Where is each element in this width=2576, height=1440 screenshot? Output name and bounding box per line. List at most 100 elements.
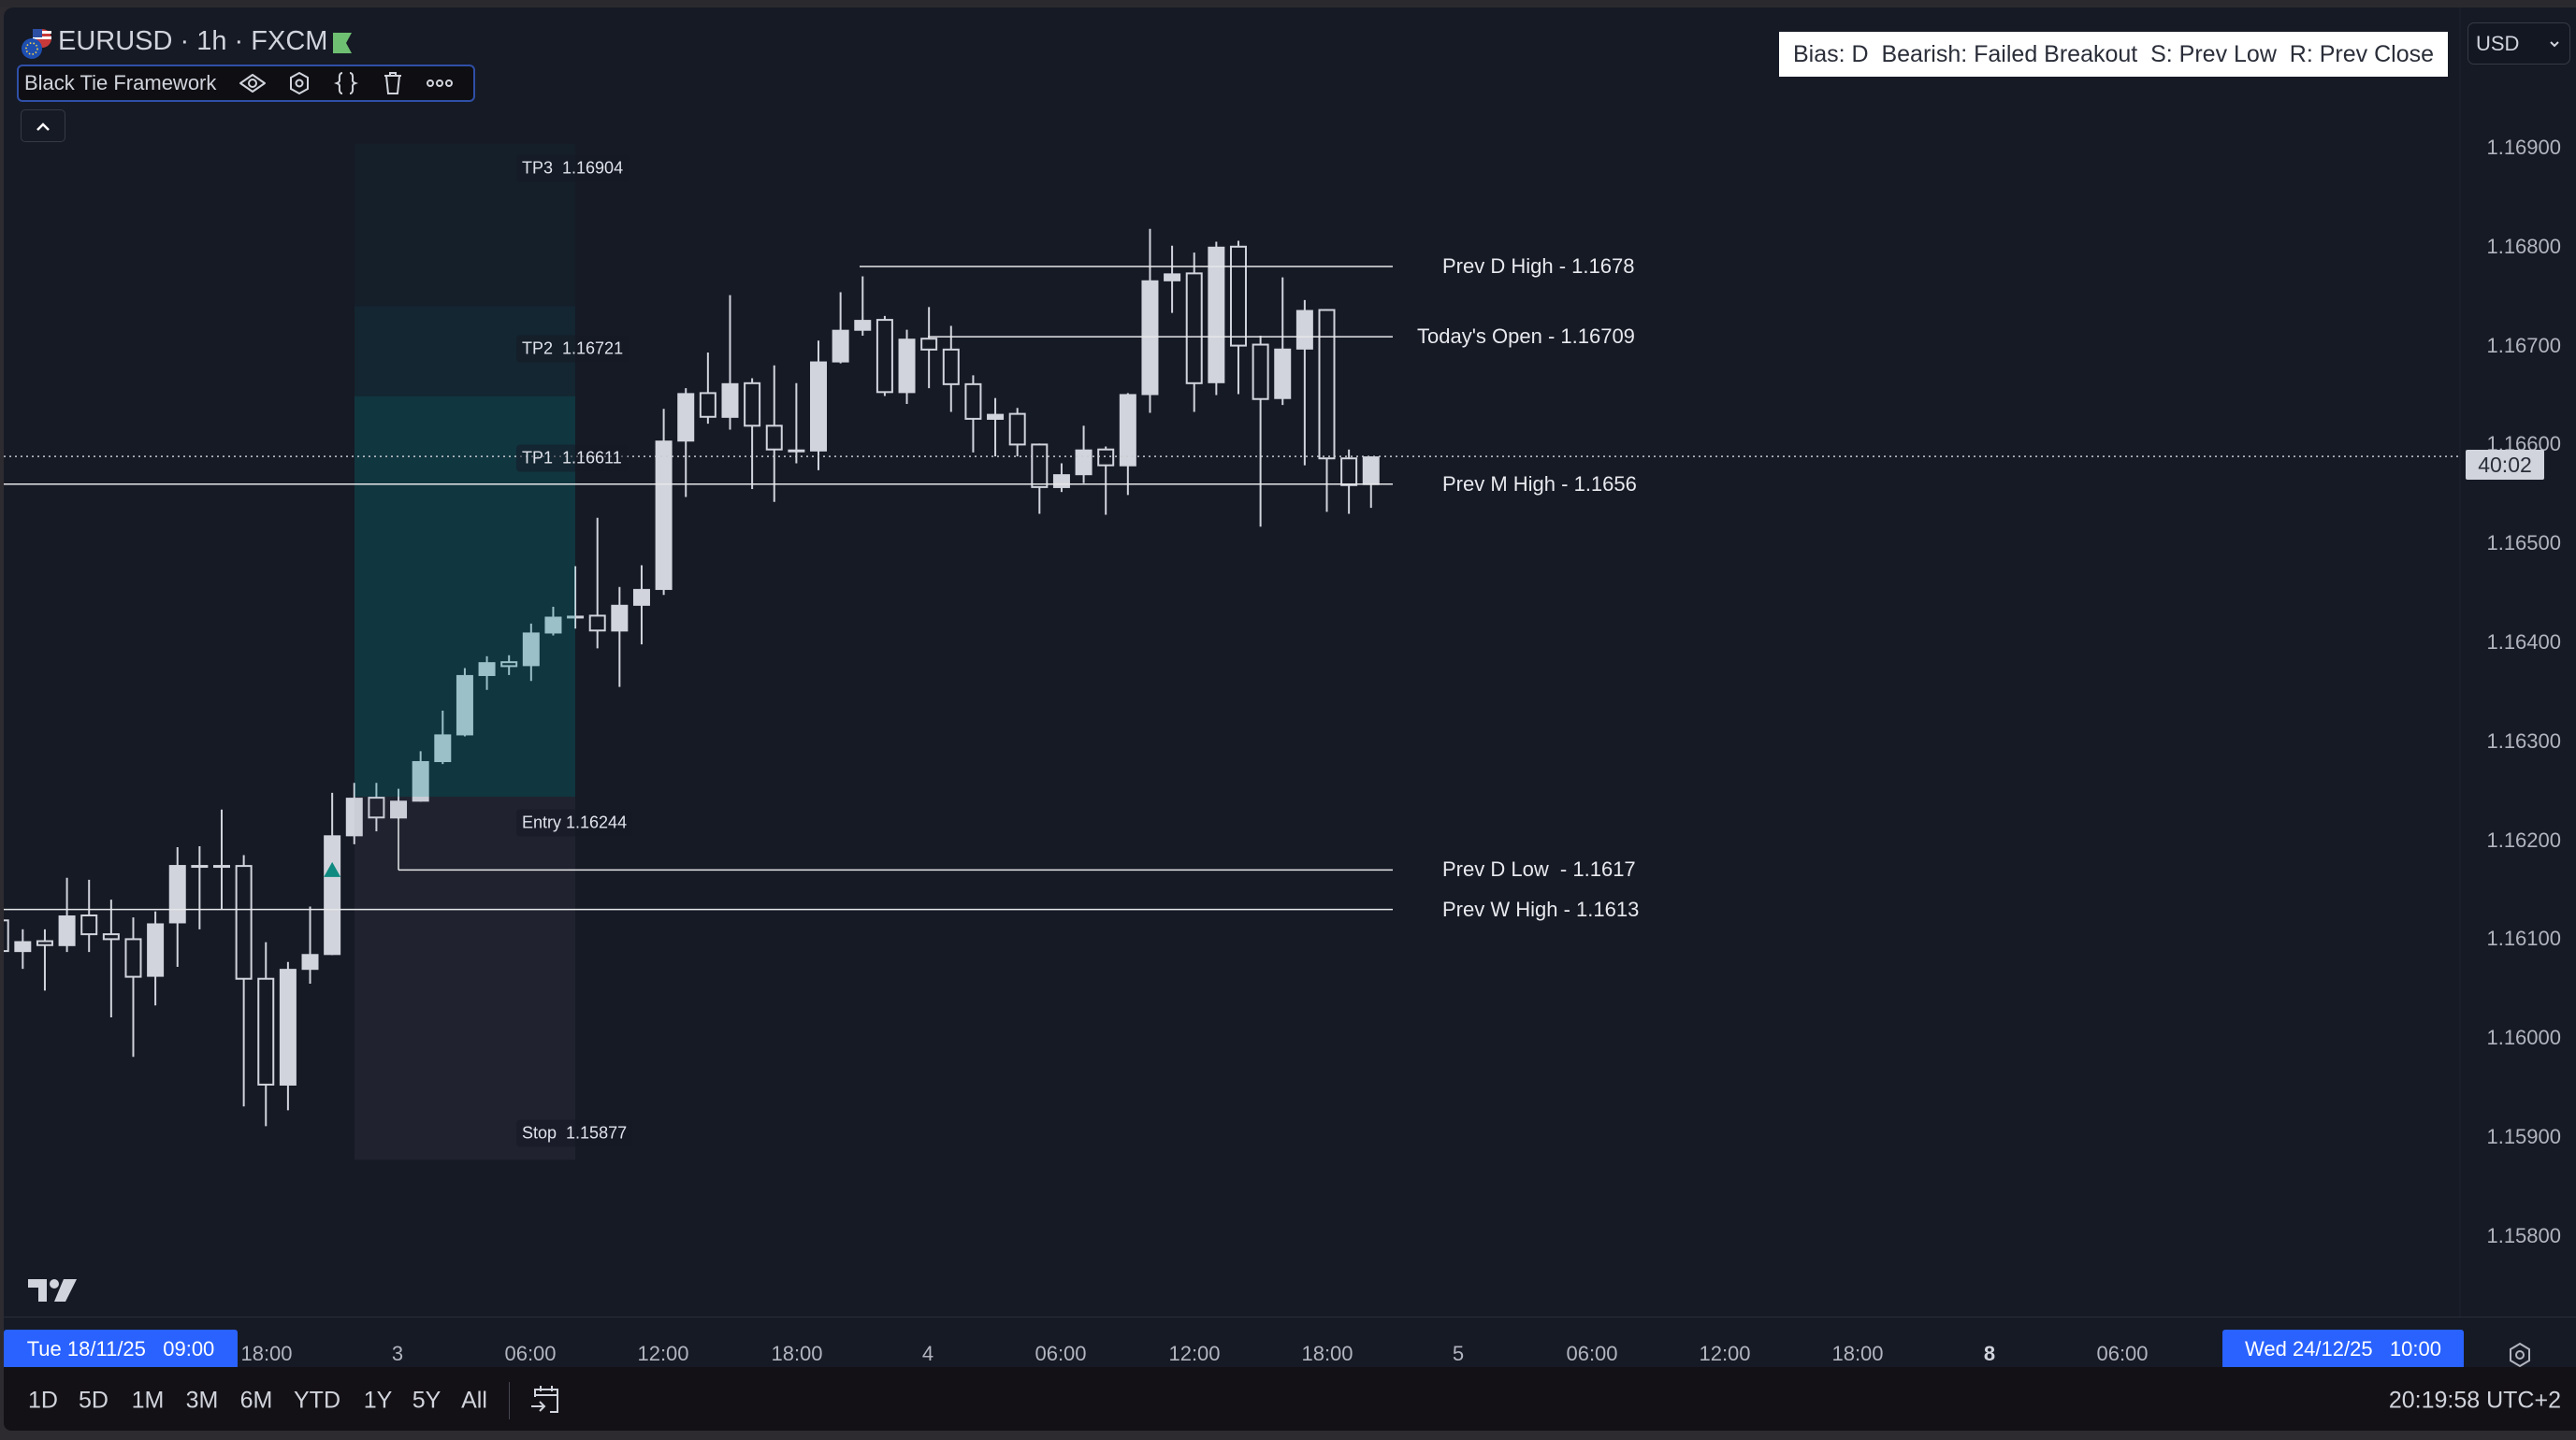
candle-body-bullish	[324, 835, 341, 956]
time-axis[interactable]: Tue 18/11/25 09:00 18:00 3 06:00 12:00 18:00…	[4, 1317, 2576, 1375]
candle-body-bearish	[1008, 412, 1026, 446]
candle-body-bullish	[191, 865, 209, 869]
time-axis-label: 12:00	[1168, 1342, 1221, 1365]
price-axis-label: 1.16500	[2486, 531, 2561, 555]
candle-body-bullish	[832, 329, 849, 363]
candle-body-bullish	[987, 413, 1005, 420]
time-axis-label: 12:00	[637, 1342, 689, 1365]
candle-body-bearish	[1252, 343, 1269, 400]
price-axis-label: 1.16300	[2486, 728, 2561, 753]
tradingview-logo[interactable]	[26, 1275, 79, 1305]
range-button-all[interactable]: All	[461, 1387, 487, 1414]
time-axis-label: 18:00	[771, 1342, 823, 1365]
candle-body-bullish	[1362, 456, 1380, 485]
range-button-1y[interactable]: 1Y	[363, 1387, 393, 1414]
time-axis-label: 12:00	[1699, 1342, 1751, 1365]
indicator-name[interactable]: Black Tie Framework	[24, 71, 217, 94]
bias-info-box: Bias: D Bearish: Failed Breakout S: Prev…	[1779, 32, 2448, 77]
chevron-up-icon	[36, 122, 50, 131]
candle-body-bullish	[721, 382, 739, 418]
candle-body-bearish	[1185, 272, 1203, 384]
position-entry-label: Entry 1.16244	[516, 809, 633, 837]
candle-body-bearish	[235, 865, 253, 980]
time-axis-label: 4	[921, 1342, 934, 1365]
bottom-toolbar: 1D 5D 1M 3M 6M YTD 1Y 5Y All 20:19:58 UT…	[4, 1367, 2576, 1431]
time-axis-label: 06:00	[2096, 1342, 2149, 1365]
time-axis-label: 5	[1452, 1342, 1465, 1365]
settings-icon[interactable]	[2507, 1342, 2533, 1368]
position-tp1-label: TP1 1.16611	[516, 444, 628, 472]
collapse-legend-button[interactable]	[21, 109, 65, 142]
range-button-5y[interactable]: 5Y	[412, 1387, 441, 1414]
candle-body-bullish	[1075, 449, 1093, 476]
price-chart[interactable]	[4, 7, 2576, 1317]
indicator-legend[interactable]: Black Tie Framework	[17, 65, 475, 102]
candle-body-bullish	[478, 662, 496, 676]
price-axis-label: 1.16000	[2486, 1026, 2561, 1050]
price-axis-label: 1.15900	[2486, 1125, 2561, 1148]
candle-body-bullish	[1052, 474, 1070, 488]
position-stop-label: Stop 1.15877	[516, 1119, 633, 1147]
candle-body-bearish	[36, 940, 53, 946]
settings-icon[interactable]	[276, 66, 323, 100]
candle-body-bullish	[456, 674, 473, 736]
candle-body-bullish	[522, 632, 540, 667]
time-axis-label: 18:00	[240, 1342, 293, 1365]
symbol-title[interactable]: EURUSD · 1h · FXCM	[58, 26, 328, 56]
time-axis-label: 06:00	[504, 1342, 557, 1365]
chart-pane[interactable]: EURUSD · 1h · FXCM Black Tie Framework B…	[4, 7, 2576, 1369]
candle-body-bullish	[854, 320, 872, 331]
candle-body-bullish	[655, 440, 673, 590]
currency-select[interactable]: USD	[2467, 22, 2570, 65]
candle-body-bearish	[124, 938, 142, 978]
candle-body-bearish	[765, 425, 783, 451]
candle-body-bullish	[58, 915, 76, 946]
candle-body-bullish	[345, 798, 363, 837]
range-button-6m[interactable]: 6M	[239, 1387, 273, 1414]
candle-body-bullish	[14, 941, 32, 953]
candle-body-bullish	[1164, 273, 1181, 281]
more-icon[interactable]	[416, 66, 463, 100]
range-button-1d[interactable]: 1D	[28, 1387, 58, 1414]
range-start-label: Tue 18/11/25 09:00	[4, 1330, 238, 1369]
source-code-icon[interactable]	[323, 66, 369, 100]
eye-icon[interactable]	[229, 66, 276, 100]
status-flag-icon[interactable]	[333, 33, 352, 53]
candle-body-bearish	[588, 614, 606, 632]
candle-body-bearish	[920, 338, 938, 351]
time-axis-label: 8	[1983, 1342, 1996, 1365]
candle-body-bearish	[876, 319, 893, 394]
candle-body-bullish	[168, 865, 186, 924]
candle-body-bearish	[1031, 443, 1049, 488]
position-tp2-label: TP2 1.16721	[516, 335, 630, 363]
level-label-prev-d-low: Prev D Low - 1.1617	[1442, 857, 1636, 882]
position-zone-stop	[355, 797, 575, 1160]
time-axis-label: 18:00	[1831, 1342, 1884, 1365]
candle-body-bullish	[1119, 394, 1136, 467]
range-button-5d[interactable]: 5D	[79, 1387, 109, 1414]
candle-body-bullish	[147, 923, 165, 977]
level-label-prev-d-high: Prev D High - 1.1678	[1442, 253, 1635, 278]
candle-body-bearish	[1318, 309, 1336, 460]
candle-body-bullish	[301, 954, 319, 971]
range-button-3m[interactable]: 3M	[185, 1387, 219, 1414]
candle-body-bullish	[544, 616, 562, 634]
candle-body-bullish	[1274, 348, 1292, 399]
long-signal-triangle-icon	[324, 861, 341, 877]
range-button-ytd[interactable]: YTD	[294, 1387, 340, 1414]
bar-countdown: 40:02	[2466, 450, 2544, 480]
candle-body-bullish	[1141, 280, 1159, 396]
eur-usd-flags-icon	[22, 29, 51, 59]
candle-body-bullish	[898, 338, 916, 394]
range-button-1m[interactable]: 1M	[131, 1387, 165, 1414]
candle-body-bullish	[567, 615, 585, 619]
candle-body-bearish	[1340, 457, 1358, 486]
price-axis-label: 1.15800	[2486, 1223, 2561, 1247]
candle-body-bearish	[942, 348, 960, 385]
level-label-prev-w-high: Prev W High - 1.1613	[1442, 897, 1640, 921]
calendar-goto-icon[interactable]	[529, 1384, 563, 1418]
trash-icon[interactable]	[369, 66, 416, 100]
clock-timezone[interactable]: 20:19:58 UTC+2	[2388, 1387, 2561, 1414]
range-end-label: Wed 24/12/25 10:00	[2222, 1330, 2464, 1369]
candle-body-bearish	[4, 919, 9, 953]
